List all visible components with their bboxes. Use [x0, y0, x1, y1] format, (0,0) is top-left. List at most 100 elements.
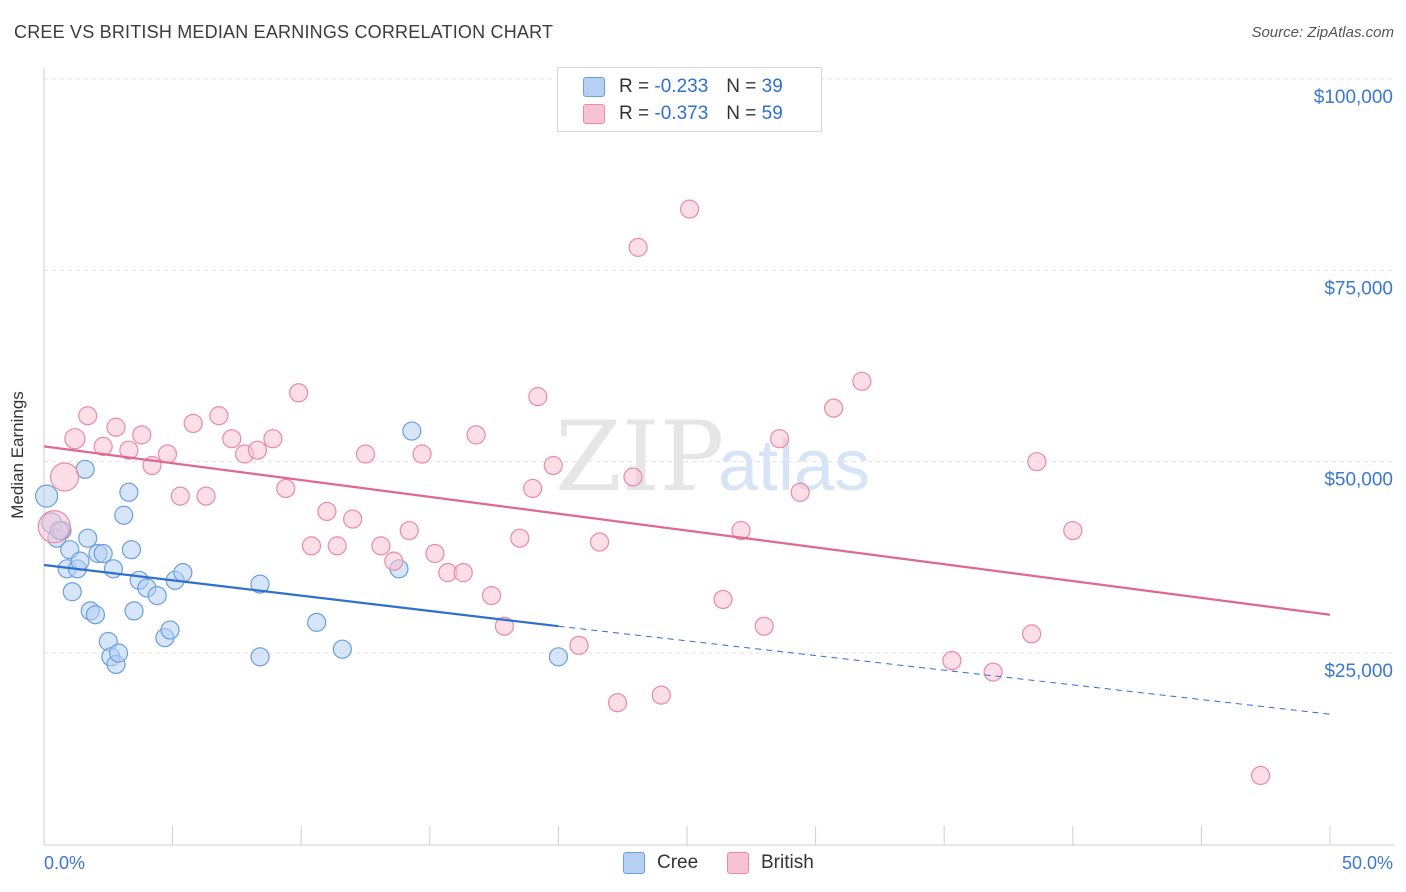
- legend-cree-label: Cree: [657, 852, 699, 873]
- cree-point: [250, 647, 270, 667]
- british-point: [276, 478, 296, 499]
- y-tick-label: $25,000: [1324, 661, 1393, 682]
- cree-point: [147, 585, 167, 606]
- chart-title: CREE VS BRITISH MEDIAN EARNINGS CORRELAT…: [14, 22, 554, 42]
- cree-swatch: [583, 77, 605, 97]
- chart-source: Source: ZipAtlas.com: [1251, 24, 1394, 41]
- british-point: [132, 425, 152, 445]
- cree-point: [250, 574, 270, 594]
- british-point: [106, 417, 126, 437]
- cree-n-value: 39: [761, 76, 783, 97]
- british-point: [1250, 765, 1271, 786]
- british-point: [49, 462, 80, 492]
- british-point: [769, 429, 790, 449]
- x-tick-label: 50.0%: [1342, 853, 1393, 873]
- legend-cree-swatch: [623, 852, 645, 874]
- y-tick-label: $50,000: [1324, 470, 1393, 491]
- cree-trend-line: [43, 563, 559, 628]
- british-r-label: R =: [619, 103, 650, 124]
- british-trend-line: [43, 445, 1331, 616]
- british-point: [466, 425, 486, 445]
- cree-point: [85, 605, 106, 625]
- british-point: [1027, 452, 1047, 472]
- british-n-label: N =: [726, 103, 757, 124]
- british-point: [37, 510, 71, 544]
- british-point: [589, 532, 610, 552]
- british-r-value: -0.373: [654, 103, 709, 124]
- british-point: [453, 563, 473, 583]
- cree-point: [307, 612, 327, 632]
- stats-legend: R = -0.233 N = 39 R = -0.373 N = 59: [557, 67, 822, 132]
- watermark-zip: ZIP: [555, 401, 724, 513]
- british-point: [209, 406, 229, 426]
- stats-legend-row-british: R = -0.373 N = 59: [583, 102, 783, 126]
- cree-point: [332, 639, 352, 659]
- british-point: [93, 436, 113, 456]
- stats-legend-row-cree: R = -0.233 N = 39: [583, 75, 783, 99]
- british-point: [824, 398, 844, 418]
- y-tick-label: $75,000: [1324, 278, 1393, 299]
- british-point: [494, 616, 514, 636]
- british-point: [481, 585, 502, 606]
- legend-british-swatch: [727, 852, 749, 874]
- british-point: [196, 486, 216, 506]
- cree-point: [402, 421, 422, 441]
- british-point: [317, 501, 337, 522]
- cree-point: [114, 505, 134, 525]
- cree-point: [121, 540, 142, 560]
- cree-point: [108, 643, 129, 663]
- series-legend: Cree British: [0, 852, 1406, 878]
- british-point: [852, 371, 872, 391]
- british-point: [327, 536, 347, 556]
- british-swatch: [583, 104, 605, 124]
- cree-point: [119, 482, 139, 502]
- legend-item-cree[interactable]: Cree: [623, 852, 698, 874]
- british-point: [170, 486, 190, 506]
- cree-point: [173, 563, 193, 583]
- british-point: [623, 467, 643, 487]
- cree-trend-extension: [558, 625, 1331, 715]
- british-point: [713, 589, 733, 610]
- british-point: [355, 444, 376, 464]
- british-point: [569, 635, 589, 655]
- legend-british-label: British: [761, 852, 814, 873]
- british-point: [523, 478, 543, 499]
- british-point: [942, 651, 962, 671]
- british-point: [731, 520, 751, 541]
- british-point: [343, 509, 363, 529]
- british-point: [78, 406, 98, 426]
- british-point: [247, 440, 268, 460]
- x-tick-label: 0.0%: [44, 853, 85, 873]
- british-point: [384, 551, 404, 571]
- british-point: [371, 536, 391, 556]
- cree-r-value: -0.233: [654, 76, 709, 97]
- british-point: [628, 237, 648, 257]
- cree-r-label: R =: [619, 76, 650, 97]
- legend-item-british[interactable]: British: [727, 852, 814, 874]
- british-point: [119, 440, 139, 460]
- cree-point: [548, 647, 569, 667]
- cree-point: [78, 528, 98, 548]
- british-point: [528, 387, 548, 407]
- cree-point: [160, 620, 180, 640]
- british-point: [1063, 520, 1083, 541]
- cree-point: [62, 582, 82, 602]
- british-point: [983, 662, 1003, 682]
- british-point: [1022, 624, 1042, 644]
- cree-point: [103, 559, 124, 579]
- cree-point: [34, 484, 59, 508]
- cree-n-label: N =: [726, 76, 757, 97]
- british-point: [157, 444, 178, 464]
- british-point: [425, 543, 445, 564]
- british-point: [510, 528, 530, 548]
- british-point: [183, 413, 203, 433]
- british-point: [679, 199, 700, 219]
- cree-point: [93, 543, 113, 564]
- british-point: [607, 693, 628, 713]
- british-point: [222, 429, 242, 449]
- british-point: [754, 616, 774, 636]
- british-n-value: 59: [761, 103, 783, 124]
- british-point: [289, 383, 309, 403]
- british-point: [790, 482, 810, 502]
